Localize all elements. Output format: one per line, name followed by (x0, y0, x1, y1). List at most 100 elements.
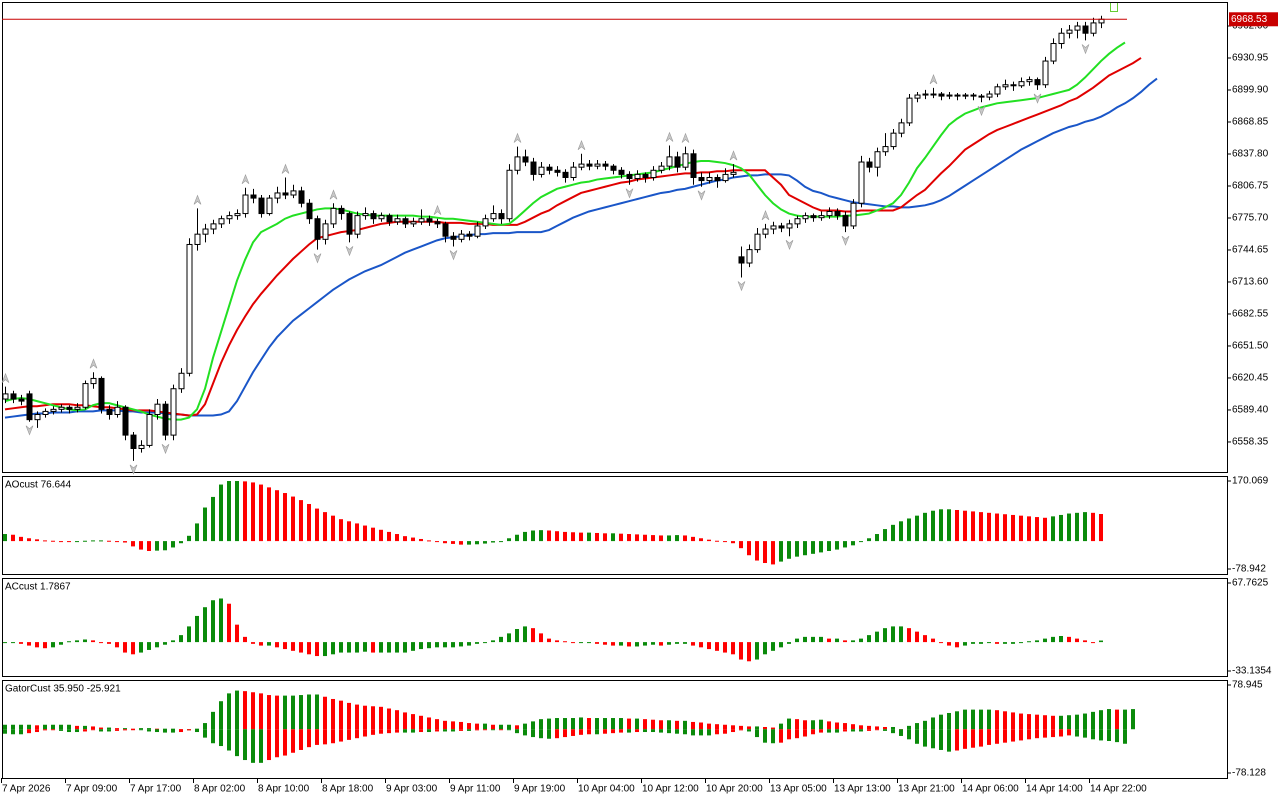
time-label: 14 Apr 06:00 (962, 784, 1019, 795)
histogram-bar (835, 541, 839, 550)
histogram-bar (843, 640, 847, 643)
histogram-bar (179, 635, 183, 643)
histogram-bar (59, 642, 63, 645)
gator-bar (579, 717, 583, 730)
gator-bar (291, 695, 295, 730)
histogram-bar (707, 642, 711, 650)
gator-bar (107, 727, 111, 730)
histogram-bar (723, 642, 727, 653)
histogram-bar (923, 635, 927, 643)
gator-bar (819, 719, 823, 730)
histogram-bar (627, 642, 631, 647)
candle-body (50, 408, 57, 412)
histogram-bar (99, 540, 103, 542)
histogram-bar (83, 540, 87, 542)
fractal-up (329, 189, 338, 200)
gator-bar (163, 729, 167, 733)
gator-bar (27, 729, 31, 734)
fractal-down (737, 281, 746, 292)
histogram-bar (1075, 638, 1079, 643)
histogram-bar (955, 642, 959, 648)
gator-bar (715, 729, 719, 735)
histogram-bar (635, 534, 639, 542)
gator-bar (507, 724, 511, 730)
candle-body (586, 163, 593, 167)
gator-bar (155, 729, 159, 733)
y-tick-label: 6558.35 (1232, 437, 1269, 448)
candle-body (738, 256, 745, 264)
candle-body (986, 93, 993, 98)
candle-body (802, 215, 809, 220)
histogram-bar (331, 515, 335, 542)
candle-body (594, 163, 601, 167)
gator-bar (835, 722, 839, 730)
gator-bar (587, 718, 591, 730)
gator-bar (795, 729, 799, 739)
candle-body (122, 406, 129, 436)
gator-bar (443, 729, 447, 732)
histogram-bar (1051, 636, 1055, 643)
gator-bar (875, 726, 879, 730)
histogram-bar (691, 536, 695, 542)
gator-bar (1035, 729, 1039, 739)
candle-body (170, 388, 177, 436)
histogram-bar (1003, 642, 1007, 644)
fractal-up (433, 204, 442, 215)
gator-bar (555, 718, 559, 730)
gator-bar (1059, 729, 1063, 737)
histogram-bar (507, 538, 511, 542)
histogram-bar (731, 541, 735, 544)
gator-bar (603, 729, 607, 734)
gator-bar (1019, 713, 1023, 730)
histogram-bar (459, 541, 463, 545)
gator-bar (355, 704, 359, 730)
candle-body (498, 213, 505, 220)
histogram-bar (195, 615, 199, 643)
histogram-bar (555, 531, 559, 542)
histogram-bar (1083, 640, 1087, 643)
gator-bar (147, 728, 151, 730)
candle-body (906, 97, 913, 124)
histogram-bar (667, 642, 671, 645)
candle-body (34, 413, 41, 421)
gator-bar (555, 729, 559, 739)
histogram-bar (411, 537, 415, 542)
y-tick-label: -33.1354 (1232, 666, 1272, 677)
histogram-bar (123, 541, 127, 543)
time-label: 13 Apr 13:00 (834, 784, 891, 795)
gator-bar (147, 729, 151, 732)
histogram-bar (1019, 642, 1023, 644)
fractal-down (625, 188, 634, 199)
histogram-bar (1059, 635, 1063, 643)
gator-bar (387, 729, 391, 734)
histogram-bar (443, 642, 447, 648)
gator-bar (691, 721, 695, 730)
gator-bar (419, 729, 423, 733)
gator-bar (43, 729, 47, 731)
histogram-bar (323, 512, 327, 542)
candle-body (746, 249, 753, 264)
gator-bar (691, 729, 695, 736)
histogram-bar (1075, 512, 1079, 542)
histogram-bar (1027, 641, 1031, 643)
histogram-bar (859, 541, 863, 543)
histogram-bar (707, 539, 711, 542)
gator-bar (515, 729, 519, 734)
gator-bar (763, 729, 767, 743)
gator-bar (523, 729, 527, 736)
candle-body (74, 406, 81, 410)
gator-bar (195, 729, 199, 733)
gator-bar (259, 693, 263, 730)
candle-body (650, 169, 657, 178)
histogram-bar (27, 538, 31, 542)
histogram-bar (291, 496, 295, 542)
gator-bar (291, 729, 295, 753)
histogram-bar (251, 642, 255, 644)
gator-bar (955, 711, 959, 730)
histogram-bar (219, 598, 223, 643)
candle-body (914, 94, 921, 99)
gator-bar (579, 729, 583, 735)
gator-bar (667, 729, 671, 734)
histogram-bar (683, 535, 687, 542)
